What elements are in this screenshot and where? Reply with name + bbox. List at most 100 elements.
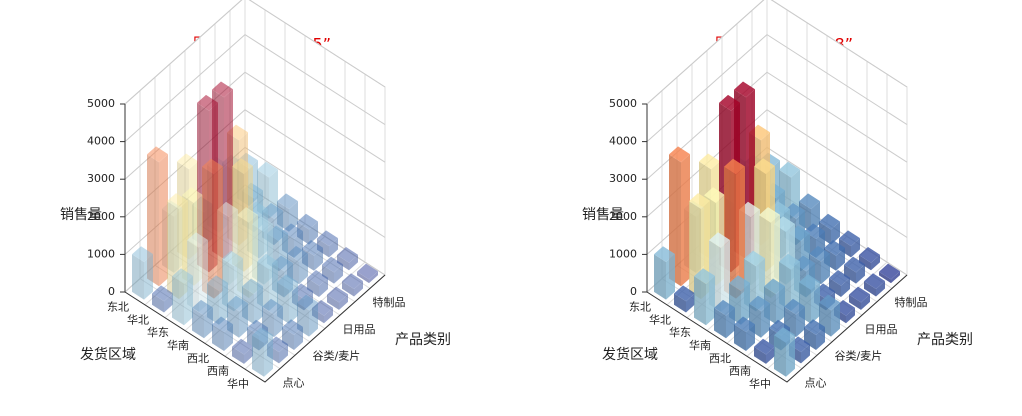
x-axis-title: 发货区域: [80, 346, 136, 363]
x-tick-label: 华东: [147, 325, 169, 339]
z-tick-label: 4000: [87, 135, 115, 148]
bar-face: [771, 214, 780, 299]
bar-face: [254, 286, 263, 325]
bar: [232, 338, 253, 364]
bar: [859, 247, 880, 271]
bar-face: [277, 193, 298, 210]
bar-face: [172, 268, 193, 284]
bar-face: [774, 335, 786, 377]
bar-face: [337, 247, 358, 263]
bar: [804, 319, 825, 350]
x-tick-label: 东北: [629, 300, 651, 313]
bar-face: [779, 253, 800, 270]
bar-face: [327, 286, 348, 303]
bar-face: [734, 81, 755, 98]
z-axis-title: 销售量: [60, 207, 102, 223]
bar-face: [309, 302, 318, 337]
bar-face: [152, 285, 173, 302]
floor-axes: [124, 274, 386, 383]
z-tick-label: 5000: [87, 97, 115, 110]
x-tick-label: 华中: [227, 377, 249, 391]
y-axis-title: 产品类别: [395, 332, 451, 348]
x-tick-label: 华中: [749, 377, 771, 391]
bar-face: [294, 326, 303, 350]
bar-face: [212, 316, 233, 333]
bar-face: [776, 286, 785, 325]
z-tick-label: 1000: [87, 247, 115, 260]
y-tick-label: 点心: [283, 376, 305, 389]
bar-face: [654, 254, 666, 300]
bar-face: [706, 275, 715, 326]
bar: [829, 270, 850, 297]
bar-face: [214, 166, 223, 299]
bar-face: [674, 285, 695, 302]
bar-face: [327, 294, 339, 310]
bar-face: [779, 161, 800, 178]
bar-face: [784, 203, 805, 219]
bar-face: [861, 294, 870, 310]
bar: [674, 285, 695, 313]
bar-face: [699, 153, 720, 170]
bar: [152, 285, 173, 313]
z-tick-label: 3000: [609, 172, 637, 185]
bar-face: [232, 338, 253, 355]
bar: [282, 319, 303, 350]
bar-face: [724, 158, 745, 175]
bar-face: [879, 263, 900, 280]
bar-face: [871, 254, 880, 271]
bar-face: [846, 307, 855, 324]
bar-face: [279, 344, 288, 364]
bar-face: [736, 166, 745, 299]
bar-face: [357, 271, 369, 284]
bar-face: [864, 273, 885, 289]
bar-face: [859, 247, 880, 263]
bar-face: [262, 203, 283, 219]
bar-face: [302, 240, 323, 256]
bar-face: [314, 247, 323, 271]
bar-face: [844, 264, 856, 284]
bar-face: [824, 240, 845, 256]
z-tick-label: 3000: [87, 172, 115, 185]
y-axis-title: 产品类别: [917, 332, 973, 348]
bar-face: [282, 223, 303, 240]
bar-face: [829, 270, 850, 286]
bar-face: [704, 187, 725, 203]
x-tick-label: 华北: [127, 312, 149, 326]
bar-face: [272, 255, 293, 272]
z-tick-label: 1000: [609, 247, 637, 260]
bar-face: [841, 277, 850, 297]
bar-face: [864, 281, 876, 297]
bar-face: [322, 256, 343, 273]
bar: [322, 256, 343, 284]
chart: 图形透明度为“0.5”010002000300040005000东北华北华东华南…: [60, 0, 451, 391]
bar-face: [791, 261, 800, 311]
bar-face: [856, 264, 865, 284]
bar-face: [754, 158, 775, 175]
bar-face: [804, 223, 825, 240]
bar-face: [354, 281, 363, 297]
bar-face: [334, 264, 343, 284]
bar: [307, 270, 328, 297]
bar-face: [759, 207, 780, 223]
bar-face: [239, 303, 248, 338]
bar: [724, 158, 745, 299]
y-tick-label: 特制品: [373, 295, 406, 309]
bar-face: [741, 282, 750, 325]
x-tick-label: 华南: [167, 338, 189, 352]
bar-face: [264, 334, 273, 377]
bar-face: [159, 154, 168, 287]
bar-face: [836, 247, 845, 271]
x-tick-label: 东北: [107, 300, 129, 313]
bar-face: [184, 275, 193, 326]
bar-face: [192, 307, 204, 339]
bar-face: [222, 250, 243, 267]
bar: [337, 247, 358, 271]
bar-face: [839, 230, 860, 247]
bar-face: [212, 324, 224, 351]
y-tick-label: 日用品: [865, 323, 898, 336]
bar: [734, 316, 755, 351]
bar-face: [319, 277, 328, 297]
bar-face: [232, 158, 253, 175]
x-tick-label: 华南: [689, 338, 711, 352]
